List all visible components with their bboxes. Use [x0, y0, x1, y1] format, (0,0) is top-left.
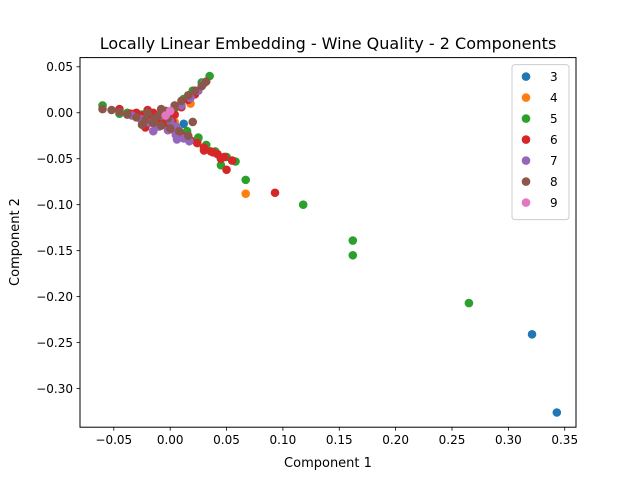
scatter-point [165, 124, 175, 133]
scatter-point [143, 108, 152, 118]
scatter-point [348, 236, 358, 245]
x-axis: −0.05 0.00 0.05 0.10 0.15 0.20 0.25 0.30 0.35 [95, 427, 578, 447]
chart-title: Locally Linear Embedding - Wine Quality … [100, 34, 557, 53]
legend-marker [521, 72, 531, 81]
legend-label: 7 [550, 154, 558, 168]
scatter-point [179, 119, 189, 129]
y-tick-label: 0.00 [46, 106, 73, 120]
legend-label: 6 [550, 133, 558, 147]
scatter-point [183, 91, 193, 100]
scatter-point [348, 250, 358, 260]
x-tick-label: 0.35 [551, 433, 578, 447]
legend-label: 3 [550, 70, 558, 84]
x-axis-label: Component 1 [284, 456, 372, 471]
x-tick-label: 0.30 [495, 433, 522, 447]
scatter-point [216, 154, 226, 164]
scatter-point [137, 120, 147, 130]
x-tick-label: 0.15 [326, 433, 353, 447]
scatter-point [527, 330, 537, 339]
y-tick-label: 0.05 [46, 60, 73, 74]
points-layer [98, 71, 562, 417]
x-tick-label: 0.05 [213, 433, 240, 447]
scatter-point [201, 77, 211, 86]
legend-marker [521, 114, 531, 123]
scatter-point [298, 200, 308, 209]
y-tick-label: −0.30 [36, 382, 73, 396]
scatter-point [190, 86, 200, 95]
scatter-point [227, 156, 237, 165]
scatter-point [192, 138, 202, 148]
scatter-point [183, 131, 193, 141]
plot-frame [79, 57, 577, 428]
legend-label: 5 [550, 112, 558, 126]
y-tick-label: −0.05 [36, 152, 73, 166]
scatter-point [115, 107, 124, 117]
scatter-point [123, 110, 132, 119]
y-tick-label: −0.15 [36, 244, 73, 258]
scatter-point [156, 104, 166, 114]
legend-box [511, 64, 570, 221]
scatter-point [241, 189, 251, 198]
y-axis-label: Component 2 [8, 198, 23, 286]
scatter-point [148, 126, 158, 136]
scatter-point [552, 408, 562, 417]
scatter-point [98, 104, 107, 114]
y-axis: 0.05 0.00 −0.05 −0.10 −0.15 −0.20 −0.25 −0.30 [36, 60, 80, 396]
x-tick-label: −0.05 [95, 433, 132, 447]
scatter-point [464, 298, 474, 308]
legend-label: 9 [550, 196, 558, 210]
x-tick-label: 0.10 [270, 433, 297, 447]
x-tick-label: 0.00 [157, 433, 184, 447]
scatter-point [188, 117, 198, 127]
scatter-point [199, 146, 209, 155]
scatter-point [241, 175, 251, 185]
legend-marker [521, 135, 531, 144]
scatter-point [107, 105, 116, 115]
scatter-point [132, 113, 141, 122]
scatter-point [222, 165, 231, 175]
scatter-point [270, 188, 280, 198]
x-tick-label: 0.20 [382, 433, 409, 447]
scatter-point [172, 135, 182, 144]
legend-label: 8 [550, 175, 558, 189]
scatter-point [150, 113, 159, 123]
legend-marker [521, 93, 531, 102]
scatter-point [161, 111, 170, 120]
legend-marker [521, 156, 531, 165]
scatter-point [156, 121, 166, 130]
x-tick-label: 0.25 [439, 433, 466, 447]
legend: 3 4 5 6 7 8 9 [511, 64, 570, 221]
scatter-point [174, 126, 184, 136]
legend-marker [521, 198, 531, 207]
scatter-point [177, 96, 186, 106]
y-tick-label: −0.10 [36, 198, 73, 212]
scatter-point [208, 148, 218, 157]
y-tick-label: −0.20 [36, 290, 73, 304]
legend-marker [521, 177, 531, 186]
legend-label: 4 [550, 91, 558, 105]
y-tick-label: −0.25 [36, 336, 73, 350]
